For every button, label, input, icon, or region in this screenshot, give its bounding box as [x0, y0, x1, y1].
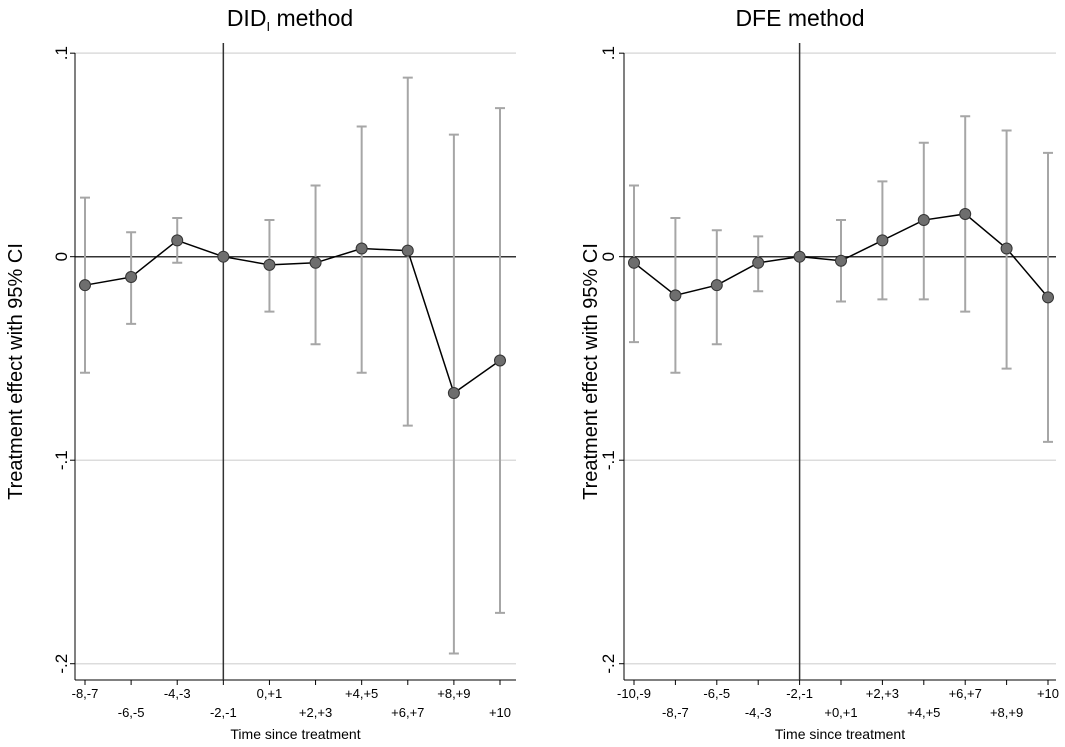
title-part: method: [270, 5, 353, 31]
y-tick-label: .1: [52, 46, 71, 60]
point: [1042, 291, 1054, 304]
x-tick-label: -2,-1: [210, 705, 237, 720]
point: [217, 250, 230, 263]
point: [125, 271, 138, 284]
x-tick-label: +2,+3: [866, 686, 899, 701]
y-tick-label: 0: [52, 252, 71, 261]
x-tick-label: +6,+7: [391, 705, 424, 720]
x-tick-label: 0,+1: [257, 686, 283, 701]
point: [309, 256, 322, 269]
point: [793, 250, 806, 263]
point: [79, 279, 91, 292]
x-tick-label: -4,-3: [164, 686, 191, 701]
title-part: DID: [227, 5, 267, 31]
title-part: DFE method: [735, 5, 864, 31]
x-tick-label: -10,-9: [617, 686, 651, 701]
x-tick-label: -2,-1: [786, 686, 813, 701]
point: [494, 354, 506, 367]
chart-title: DFE method: [735, 5, 864, 31]
y-axis-title: Treatment effect with 95% CI: [580, 243, 602, 500]
point: [876, 234, 889, 247]
x-axis-title: Time since treatment: [775, 726, 905, 742]
point: [669, 289, 682, 302]
x-tick-label: +8,+9: [990, 705, 1023, 720]
point: [1000, 242, 1013, 255]
x-tick-label: +10: [1037, 686, 1059, 701]
panel: DIDI method -.2 -.1 0 .1 -8,-7 -6,-5 -4,-3 -2,-1…: [5, 5, 516, 742]
point: [263, 258, 276, 271]
y-tick-label: -.2: [599, 654, 618, 674]
y-tick-label: .1: [599, 46, 618, 60]
x-tick-label: +10: [489, 705, 511, 720]
chart-title: DIDI method: [227, 5, 353, 34]
x-tick-label: +4,+5: [907, 705, 940, 720]
y-tick-label: -.1: [52, 450, 71, 470]
x-tick-label: +2,+3: [299, 705, 332, 720]
point: [752, 256, 765, 269]
point: [628, 256, 640, 269]
point: [401, 244, 414, 257]
x-tick-label: -4,-3: [745, 705, 772, 720]
x-tick-label: -8,-7: [662, 705, 689, 720]
point: [959, 207, 972, 220]
x-tick-label: -6,-5: [118, 705, 145, 720]
panel: DFE method -.2 -.1 0 .1 -10,-9 -8,-7 -6,-5 -4,-3…: [580, 5, 1059, 742]
x-tick-label: +0,+1: [824, 705, 857, 720]
point: [447, 387, 460, 400]
x-axis-title: Time since treatment: [230, 726, 360, 742]
estimate-line: [84, 239, 501, 395]
y-tick-label: -.1: [599, 450, 618, 470]
y-tick-label: -.2: [52, 654, 71, 674]
point: [917, 214, 930, 227]
x-tick-label: -8,-7: [72, 686, 99, 701]
x-tick-label: +4,+5: [345, 686, 378, 701]
y-axis-title: Treatment effect with 95% CI: [5, 243, 27, 500]
title-part: I: [266, 19, 270, 34]
point: [355, 242, 368, 255]
point: [171, 234, 184, 247]
y-tick-label: 0: [599, 252, 618, 261]
x-tick-label: +6,+7: [949, 686, 982, 701]
point: [710, 279, 723, 292]
x-tick-label: +8,+9: [437, 686, 470, 701]
point: [835, 254, 847, 267]
x-tick-label: -6,-5: [703, 686, 730, 701]
